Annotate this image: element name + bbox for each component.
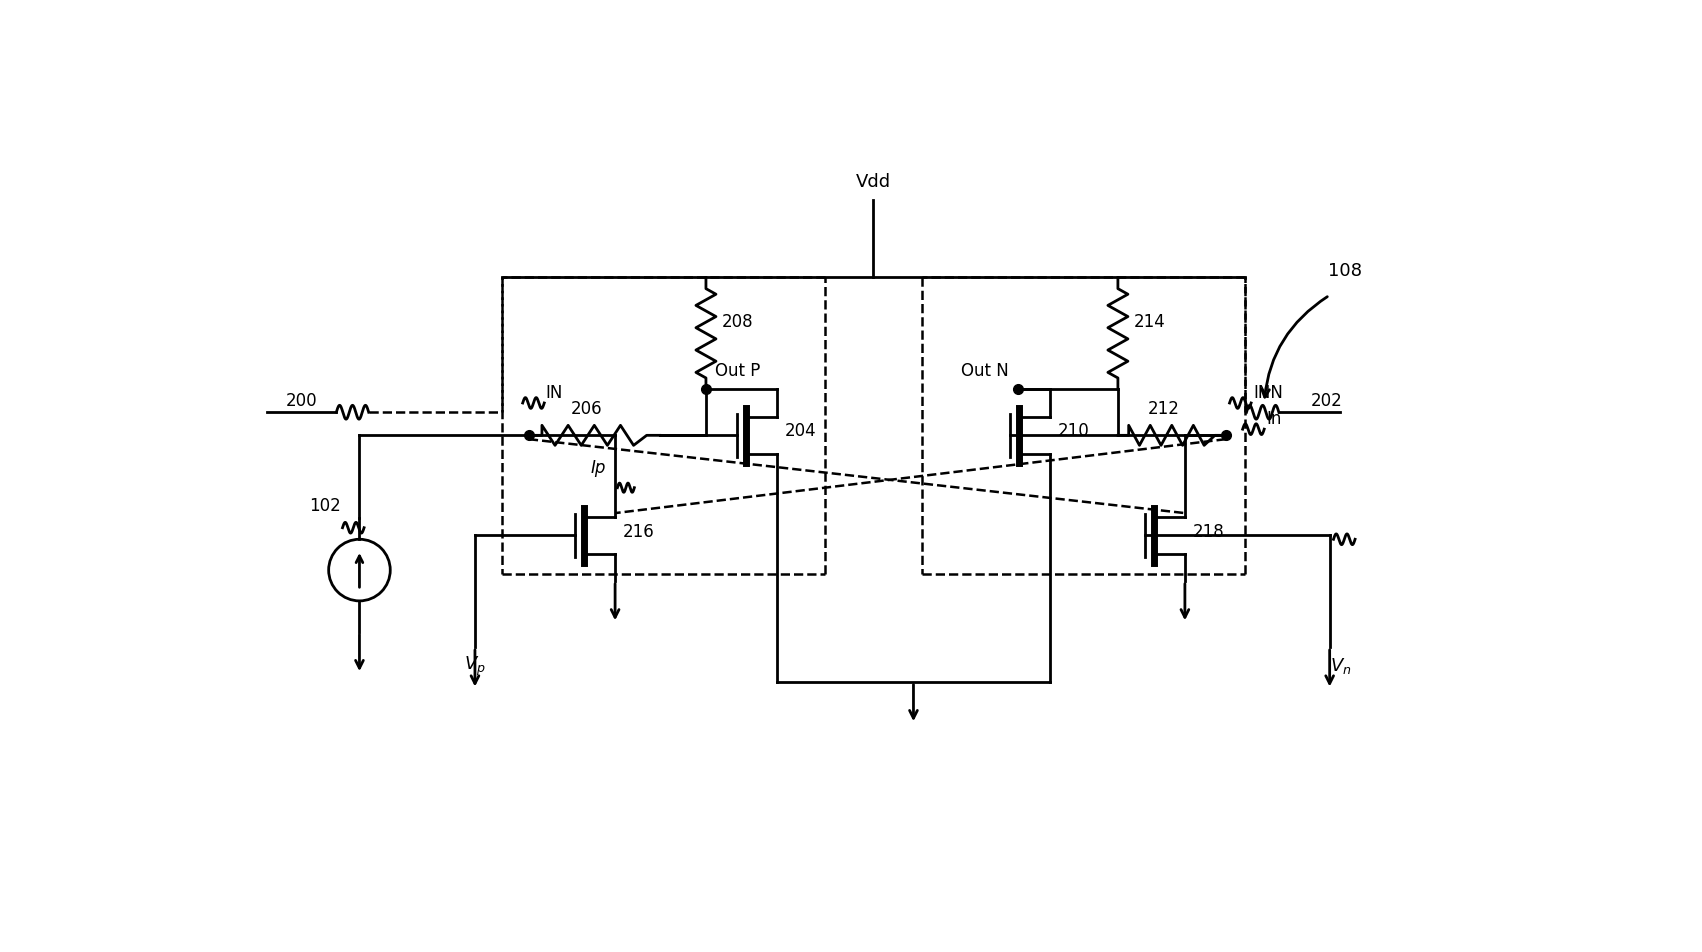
Text: 208: 208 — [722, 313, 752, 330]
Text: 216: 216 — [623, 523, 655, 541]
Text: Out N: Out N — [962, 362, 1009, 380]
Text: 102: 102 — [310, 497, 340, 515]
Text: In: In — [1266, 410, 1282, 428]
Text: 210: 210 — [1059, 423, 1089, 441]
Text: 204: 204 — [785, 423, 817, 441]
Text: 202: 202 — [1311, 391, 1343, 409]
Text: INN: INN — [1253, 384, 1283, 402]
Text: $V_p$: $V_p$ — [465, 655, 485, 678]
Text: 218: 218 — [1193, 523, 1224, 541]
Text: Ip: Ip — [591, 460, 606, 478]
Text: Vdd: Vdd — [856, 173, 890, 191]
Text: 212: 212 — [1149, 401, 1179, 418]
Text: Out P: Out P — [715, 362, 761, 380]
Text: 214: 214 — [1134, 313, 1166, 330]
Text: $V_n$: $V_n$ — [1331, 656, 1351, 676]
Text: 200: 200 — [286, 391, 317, 409]
Text: IN: IN — [546, 384, 563, 402]
Text: 206: 206 — [570, 401, 603, 418]
Text: 108: 108 — [1328, 262, 1362, 280]
